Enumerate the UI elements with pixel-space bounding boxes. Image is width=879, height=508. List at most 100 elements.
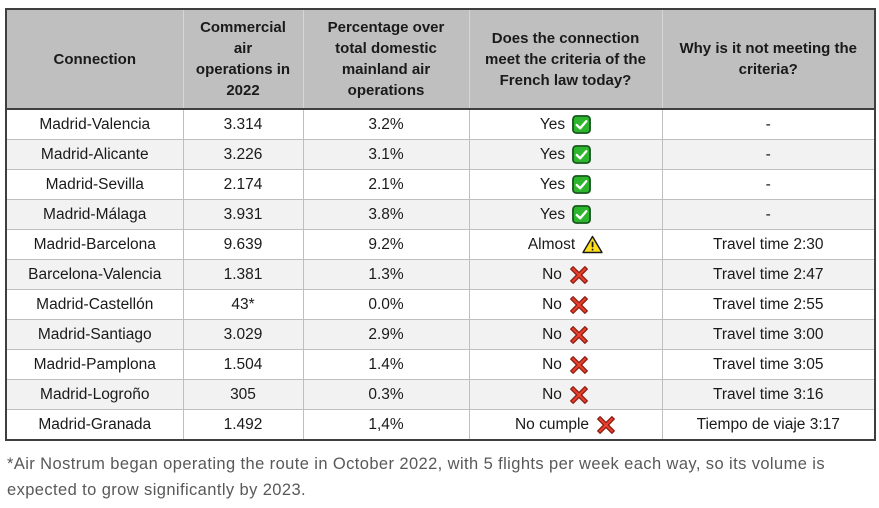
verdict-cell: Yes <box>468 199 663 230</box>
table-row: Barcelona-Valencia 1.381 1.3% No Travel time… <box>5 259 876 290</box>
reason-cell: Tiempo de viaje 3:17 <box>661 409 876 441</box>
header-row: Connection Commercial air operations in … <box>5 8 876 110</box>
table-row: Madrid-Málaga 3.931 3.8% Yes - <box>5 199 876 230</box>
verdict-wrap: Almost <box>528 235 603 254</box>
footnote: *Air Nostrum began operating the route i… <box>7 455 825 499</box>
table-row: Madrid-Valencia 3.314 3.2% Yes - <box>5 108 876 140</box>
table-row: Madrid-Castellón 43* 0.0% No Travel time 2:5… <box>5 289 876 320</box>
reason-cell: Travel time 3:16 <box>661 379 876 410</box>
verdict-label: Almost <box>527 235 576 253</box>
warning-icon <box>582 235 603 254</box>
percentage-cell: 3.1% <box>302 139 470 170</box>
verdict-label: No <box>542 385 562 403</box>
reason-cell: - <box>661 139 876 170</box>
verdict-wrap: No <box>542 325 589 345</box>
reason-cell: - <box>661 169 876 200</box>
verdict-cell: No <box>468 289 663 320</box>
connection-cell: Madrid-Logroño <box>5 379 184 410</box>
verdict-label: No <box>542 265 562 283</box>
verdict-cell: No <box>468 379 663 410</box>
table-body: Madrid-Valencia 3.314 3.2% Yes - Madrid-Alica… <box>5 108 876 441</box>
table-row: Madrid-Pamplona 1.504 1.4% No Travel time 3:… <box>5 349 876 380</box>
connection-cell: Madrid-Pamplona <box>5 349 184 380</box>
percentage-cell: 2.9% <box>302 319 470 350</box>
reason-cell: Travel time 2:47 <box>661 259 876 290</box>
percentage-cell: 0.0% <box>302 289 470 320</box>
percentage-cell: 2.1% <box>302 169 470 200</box>
operations-cell: 43* <box>182 289 304 320</box>
operations-cell: 3.029 <box>182 319 304 350</box>
verdict-cell: Yes <box>468 139 663 170</box>
connection-cell: Madrid-Santiago <box>5 319 184 350</box>
percentage-cell: 1,4% <box>302 409 470 441</box>
percentage-cell: 1.4% <box>302 349 470 380</box>
verdict-cell: No cumple <box>468 409 663 441</box>
verdict-cell: Yes <box>468 108 663 140</box>
verdict-cell: No <box>468 349 663 380</box>
reason-cell: - <box>661 108 876 140</box>
table-row: Madrid-Logroño 305 0.3% No Travel time 3:16 <box>5 379 876 410</box>
reason-cell: Travel time 2:30 <box>661 229 876 260</box>
percentage-cell: 3.2% <box>302 108 470 140</box>
verdict-wrap: Yes <box>540 205 592 224</box>
verdict-wrap: No <box>542 265 589 285</box>
header-operations: Commercial air operations in 2022 <box>182 8 304 110</box>
cross-icon <box>596 415 616 435</box>
connection-cell: Madrid-Sevilla <box>5 169 184 200</box>
operations-cell: 3.226 <box>182 139 304 170</box>
verdict-wrap: Yes <box>539 145 592 164</box>
percentage-cell: 3.8% <box>302 199 470 230</box>
verdict-cell: No <box>468 259 663 290</box>
connection-cell: Madrid-Barcelona <box>5 229 184 260</box>
operations-cell: 1.381 <box>182 259 304 290</box>
operations-cell: 1.504 <box>182 349 304 380</box>
cross-icon <box>569 265 589 285</box>
verdict-wrap: Yes <box>539 115 592 134</box>
verdict-label: No <box>542 325 562 343</box>
verdict-label: Yes <box>539 175 566 193</box>
verdict-cell: Yes <box>468 169 663 200</box>
connection-cell: Barcelona-Valencia <box>5 259 184 290</box>
percentage-cell: 0.3% <box>302 379 470 410</box>
verdict-label: Yes <box>539 115 566 133</box>
air-routes-table: Connection Commercial air operations in … <box>5 8 876 441</box>
check-icon <box>572 145 592 164</box>
verdict-wrap: No <box>542 385 589 405</box>
reason-cell: Travel time 3:05 <box>661 349 876 380</box>
reason-cell: Travel time 3:00 <box>661 319 876 350</box>
verdict-cell: Almost <box>468 229 663 260</box>
operations-cell: 2.174 <box>182 169 304 200</box>
check-icon <box>572 205 592 224</box>
header-reason: Why is it not meeting the criteria? <box>661 8 876 110</box>
connection-cell: Madrid-Alicante <box>5 139 184 170</box>
operations-cell: 1.492 <box>182 409 304 441</box>
connection-cell: Madrid-Valencia <box>5 108 184 140</box>
reason-cell: - <box>661 199 876 230</box>
header-criteria: Does the connection meet the criteria of… <box>468 8 663 110</box>
operations-cell: 305 <box>182 379 304 410</box>
table-row: Madrid-Alicante 3.226 3.1% Yes - <box>5 139 876 170</box>
verdict-label: No <box>542 295 562 313</box>
cross-icon <box>569 325 589 345</box>
percentage-cell: 9.2% <box>302 229 470 260</box>
verdict-label: No cumple <box>514 415 590 433</box>
operations-cell: 3.314 <box>182 108 304 140</box>
check-icon <box>572 115 592 134</box>
connection-cell: Madrid-Granada <box>5 409 184 441</box>
verdict-wrap: Yes <box>539 175 592 194</box>
verdict-label: Yes <box>539 145 566 163</box>
percentage-cell: 1.3% <box>302 259 470 290</box>
cross-icon <box>569 355 589 375</box>
verdict-label: No <box>542 355 562 373</box>
cross-icon <box>569 295 589 315</box>
verdict-wrap: No <box>542 355 589 375</box>
cross-icon <box>569 385 589 405</box>
table-row: Madrid-Santiago 3.029 2.9% No Travel time 3:… <box>5 319 876 350</box>
connection-cell: Madrid-Málaga <box>5 199 184 230</box>
operations-cell: 9.639 <box>182 229 304 260</box>
table-row: Madrid-Barcelona 9.639 9.2% Almost Travel ti… <box>5 229 876 260</box>
verdict-cell: No <box>468 319 663 350</box>
connection-cell: Madrid-Castellón <box>5 289 184 320</box>
header-connection: Connection <box>5 8 184 110</box>
